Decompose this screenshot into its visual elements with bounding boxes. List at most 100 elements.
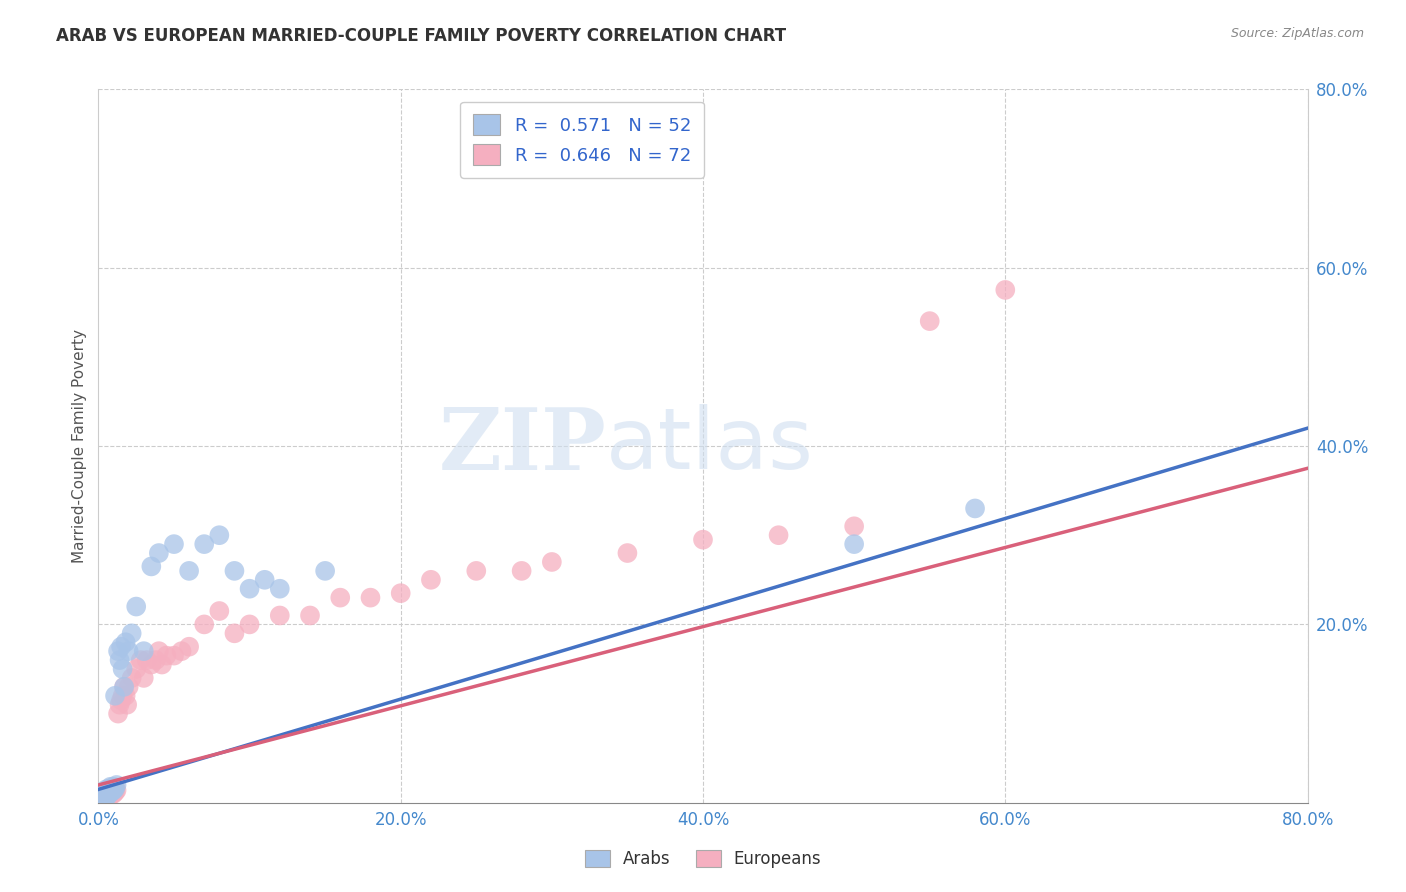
Point xyxy=(98,784,121,798)
Point xyxy=(918,314,941,328)
Point xyxy=(208,528,231,542)
Point xyxy=(100,782,122,797)
Point xyxy=(100,783,122,797)
Point xyxy=(94,787,117,801)
Point xyxy=(91,790,114,805)
Point xyxy=(93,789,115,803)
Point xyxy=(253,573,276,587)
Point xyxy=(112,680,135,694)
Point xyxy=(91,789,114,803)
Point xyxy=(96,785,118,799)
Point xyxy=(90,791,112,805)
Point xyxy=(91,793,114,807)
Point xyxy=(103,783,125,797)
Point xyxy=(89,792,111,806)
Point xyxy=(89,793,111,807)
Point xyxy=(135,653,157,667)
Point xyxy=(96,785,118,799)
Point xyxy=(94,791,117,805)
Point xyxy=(768,528,790,542)
Point xyxy=(105,778,128,792)
Point xyxy=(98,781,121,796)
Point xyxy=(114,689,136,703)
Point xyxy=(965,501,987,516)
Point xyxy=(98,784,121,798)
Text: ARAB VS EUROPEAN MARRIED-COUPLE FAMILY POVERTY CORRELATION CHART: ARAB VS EUROPEAN MARRIED-COUPLE FAMILY P… xyxy=(56,27,786,45)
Point xyxy=(193,537,215,551)
Point xyxy=(90,793,112,807)
Point xyxy=(148,546,170,560)
Point xyxy=(692,533,714,547)
Point xyxy=(163,537,186,551)
Point xyxy=(465,564,488,578)
Point xyxy=(101,784,124,798)
Point xyxy=(108,698,131,712)
Point xyxy=(329,591,352,605)
Point xyxy=(148,644,170,658)
Point xyxy=(994,283,1017,297)
Text: atlas: atlas xyxy=(606,404,814,488)
Point xyxy=(299,608,322,623)
Point xyxy=(93,789,115,804)
Point xyxy=(110,640,132,654)
Point xyxy=(94,789,117,803)
Point xyxy=(239,617,262,632)
Point xyxy=(112,680,135,694)
Point xyxy=(96,783,118,797)
Point xyxy=(844,519,866,533)
Point xyxy=(163,648,186,663)
Point xyxy=(114,635,136,649)
Point xyxy=(91,787,114,801)
Point xyxy=(98,787,121,801)
Point xyxy=(844,537,866,551)
Point xyxy=(111,689,134,703)
Point xyxy=(111,662,134,676)
Point xyxy=(239,582,262,596)
Point xyxy=(155,648,177,663)
Point xyxy=(100,786,122,800)
Point xyxy=(104,781,127,796)
Point xyxy=(121,671,143,685)
Point xyxy=(145,653,167,667)
Point xyxy=(101,784,124,798)
Point xyxy=(224,626,246,640)
Point xyxy=(98,789,121,804)
Point xyxy=(96,789,118,803)
Text: Source: ZipAtlas.com: Source: ZipAtlas.com xyxy=(1230,27,1364,40)
Point xyxy=(115,698,138,712)
Point xyxy=(93,787,115,801)
Point xyxy=(93,790,115,805)
Point xyxy=(90,790,112,805)
Point xyxy=(103,782,125,797)
Point xyxy=(141,559,163,574)
Point xyxy=(94,782,117,797)
Point xyxy=(93,792,115,806)
Point xyxy=(118,644,141,658)
Point xyxy=(93,785,115,799)
Point xyxy=(125,599,148,614)
Point xyxy=(108,653,131,667)
Point xyxy=(94,787,117,801)
Point xyxy=(100,780,122,794)
Point xyxy=(105,783,128,797)
Point xyxy=(193,617,215,632)
Point xyxy=(91,791,114,805)
Point xyxy=(314,564,336,578)
Point xyxy=(269,582,291,596)
Point xyxy=(90,789,112,803)
Y-axis label: Married-Couple Family Poverty: Married-Couple Family Poverty xyxy=(72,329,87,563)
Point xyxy=(103,780,125,794)
Point xyxy=(170,644,193,658)
Point xyxy=(360,591,382,605)
Point xyxy=(90,792,112,806)
Point xyxy=(616,546,638,560)
Point xyxy=(150,657,173,672)
Point xyxy=(104,785,127,799)
Point xyxy=(132,671,155,685)
Legend: Arabs, Europeans: Arabs, Europeans xyxy=(578,843,828,875)
Point xyxy=(269,608,291,623)
Legend: R =  0.571   N = 52, R =  0.646   N = 72: R = 0.571 N = 52, R = 0.646 N = 72 xyxy=(461,102,703,178)
Point xyxy=(96,790,118,805)
Point xyxy=(100,789,122,803)
Point xyxy=(101,781,124,796)
